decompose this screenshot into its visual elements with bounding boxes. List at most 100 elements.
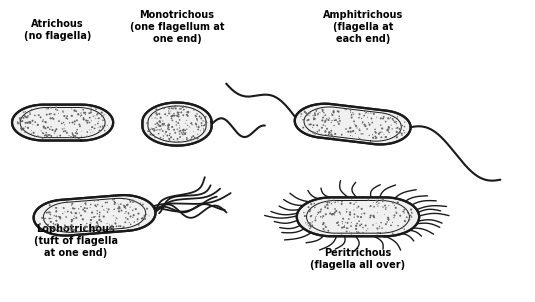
Point: [60, 126, 68, 131]
Point: [354, 135, 363, 140]
Point: [309, 130, 317, 135]
Point: [24, 114, 32, 119]
Point: [109, 213, 118, 218]
Point: [137, 216, 146, 221]
Point: [401, 219, 409, 223]
Point: [128, 208, 137, 213]
Point: [83, 129, 91, 134]
Point: [308, 125, 317, 130]
Text: Amphitrichous
(flagella at
each end): Amphitrichous (flagella at each end): [323, 10, 403, 43]
Point: [165, 123, 173, 127]
Point: [374, 198, 383, 202]
Point: [47, 124, 56, 129]
Point: [371, 134, 379, 139]
Point: [94, 198, 102, 203]
Point: [305, 110, 314, 115]
Point: [150, 132, 158, 137]
Point: [63, 114, 71, 119]
Point: [75, 122, 83, 127]
Point: [197, 121, 206, 126]
Point: [91, 214, 100, 219]
Point: [330, 198, 338, 203]
Point: [140, 205, 148, 210]
Point: [42, 225, 50, 230]
Point: [184, 114, 192, 118]
Point: [143, 206, 151, 211]
Point: [117, 208, 126, 213]
Point: [373, 226, 381, 231]
Point: [145, 129, 154, 134]
Point: [193, 118, 202, 123]
Point: [40, 126, 48, 130]
Point: [97, 219, 105, 224]
Point: [168, 114, 177, 118]
Point: [355, 128, 364, 133]
Point: [61, 229, 70, 234]
Point: [81, 110, 90, 115]
Point: [365, 121, 373, 126]
Point: [317, 132, 325, 137]
Point: [341, 220, 350, 225]
Point: [113, 216, 121, 221]
Point: [165, 139, 174, 143]
Point: [159, 123, 167, 127]
Point: [62, 214, 71, 219]
Point: [42, 106, 50, 111]
Point: [393, 114, 402, 119]
Point: [93, 211, 102, 216]
Point: [20, 114, 29, 118]
Point: [86, 205, 95, 210]
Point: [45, 127, 54, 132]
Point: [77, 113, 86, 117]
Point: [91, 203, 100, 208]
Point: [323, 202, 331, 207]
Point: [377, 116, 385, 121]
Point: [318, 108, 327, 112]
Point: [385, 218, 393, 223]
Point: [186, 137, 195, 142]
Point: [366, 111, 375, 115]
Point: [333, 109, 342, 114]
Point: [197, 115, 205, 120]
Point: [110, 197, 119, 202]
Point: [350, 202, 358, 207]
Point: [373, 227, 382, 232]
Point: [372, 115, 381, 120]
Point: [45, 133, 54, 137]
Point: [334, 220, 342, 225]
Point: [67, 217, 76, 222]
Point: [94, 111, 102, 116]
Point: [160, 106, 169, 111]
Point: [53, 134, 62, 139]
Point: [331, 210, 339, 215]
Point: [324, 118, 333, 123]
Point: [67, 203, 76, 207]
Point: [31, 120, 40, 124]
Point: [408, 211, 416, 216]
Point: [299, 117, 307, 122]
Point: [126, 214, 135, 219]
Point: [85, 111, 94, 116]
Point: [192, 122, 201, 127]
Point: [324, 132, 333, 137]
Point: [41, 133, 49, 138]
Point: [330, 211, 338, 216]
Point: [179, 132, 187, 137]
Point: [89, 114, 97, 119]
Point: [173, 138, 181, 143]
Point: [310, 116, 318, 120]
Point: [82, 198, 90, 203]
Point: [197, 123, 206, 128]
Point: [301, 214, 309, 218]
Point: [393, 125, 402, 130]
Point: [52, 218, 60, 223]
Point: [400, 227, 409, 232]
Point: [40, 124, 48, 129]
Point: [407, 214, 416, 219]
Point: [94, 223, 102, 228]
Point: [309, 113, 317, 118]
Point: [105, 227, 114, 232]
Point: [315, 127, 324, 132]
Point: [321, 113, 330, 117]
Point: [372, 130, 380, 135]
